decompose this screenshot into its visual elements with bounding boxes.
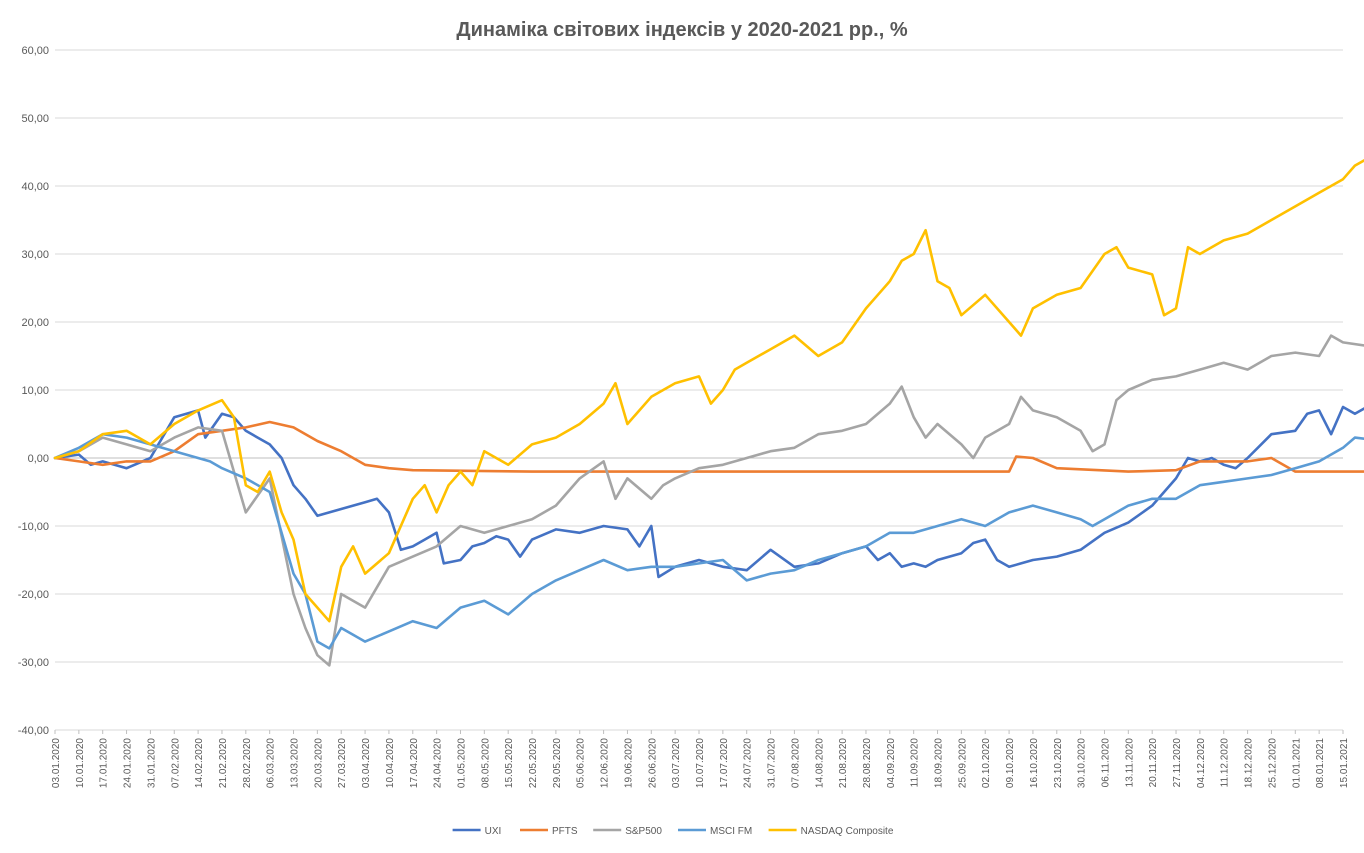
x-tick-label: 06.03.2020: [266, 738, 277, 788]
x-tick-label: 16.10.2020: [1029, 738, 1040, 788]
x-tick-label: 05.06.2020: [576, 738, 587, 788]
x-tick-label: 20.03.2020: [313, 738, 324, 788]
y-tick-label: -10,00: [18, 521, 49, 533]
x-tick-label: 03.07.2020: [671, 738, 682, 788]
x-tick-label: 25.09.2020: [957, 738, 968, 788]
x-tick-label: 31.07.2020: [767, 738, 778, 788]
y-tick-label: -20,00: [18, 589, 49, 601]
x-tick-label: 17.07.2020: [719, 738, 730, 788]
x-tick-label: 15.05.2020: [504, 738, 515, 788]
x-tick-label: 13.03.2020: [290, 738, 301, 788]
x-tick-label: 19.06.2020: [623, 738, 634, 788]
x-tick-label: 10.04.2020: [385, 738, 396, 788]
x-tick-label: 28.08.2020: [862, 738, 873, 788]
y-axis: -40,00 -30,00 -20,00 -10,00 0,00 10,00 20,00 30…: [18, 45, 49, 737]
x-tick-label: 08.05.2020: [480, 738, 491, 788]
x-tick-label: 31.01.2020: [146, 738, 157, 788]
x-tick-label: 13.11.2020: [1124, 738, 1135, 788]
y-tick-label: 50,00: [21, 113, 49, 125]
x-tick-label: 17.01.2020: [99, 738, 110, 788]
series-line-nasdaq-composite: [53, 158, 1364, 623]
x-tick-label: 28.02.2020: [242, 738, 253, 788]
x-tick-label: 26.06.2020: [647, 738, 658, 788]
x-tick-label: 07.08.2020: [790, 738, 801, 788]
legend-label: MSCI FM: [710, 826, 752, 837]
legend-label: UXI: [485, 826, 502, 837]
x-tick-label: 18.09.2020: [934, 738, 945, 788]
x-tick-label: 24.07.2020: [743, 738, 754, 788]
x-tick-label: 14.02.2020: [194, 738, 205, 788]
x-tick-label: 11.09.2020: [910, 738, 921, 788]
y-tick-label: 10,00: [21, 385, 49, 397]
y-tick-label: -40,00: [18, 725, 49, 737]
x-tick-label: 14.08.2020: [814, 738, 825, 788]
y-tick-label: 40,00: [21, 181, 49, 193]
x-tick-label: 09.10.2020: [1005, 738, 1016, 788]
y-tick-label: -30,00: [18, 657, 49, 669]
series-line-uxi: [53, 405, 1364, 579]
x-tick-label: 17.04.2020: [409, 738, 420, 788]
x-tick-label: 24.04.2020: [433, 738, 444, 788]
x-tick-label: 10.07.2020: [695, 738, 706, 788]
legend-label: NASDAQ Composite: [801, 826, 894, 837]
x-tick-label: 27.11.2020: [1172, 738, 1183, 788]
x-tick-label: 18.12.2020: [1244, 738, 1255, 788]
chart-title: Динаміка світових індексів у 2020-2021 р…: [456, 19, 907, 41]
x-tick-label: 04.09.2020: [886, 738, 897, 788]
series-line-msci-fm: [53, 432, 1364, 650]
legend: UXI PFTS S&P500 MSCI FM NASDAQ Composite: [452, 826, 894, 837]
x-tick-label: 08.01.2021: [1315, 738, 1326, 788]
grid: [55, 49, 1343, 731]
x-tick-label: 11.12.2020: [1220, 738, 1231, 788]
x-axis: 03.01.2020 10.01.2020 17.01.2020 24.01.2020…: [51, 730, 1350, 788]
x-tick-label: 20.11.2020: [1148, 738, 1159, 788]
x-tick-label: 22.05.2020: [528, 738, 539, 788]
x-tick-label: 07.02.2020: [170, 738, 181, 788]
x-tick-label: 04.12.2020: [1196, 738, 1207, 788]
x-tick-label: 03.04.2020: [361, 738, 372, 788]
x-tick-label: 23.10.2020: [1053, 738, 1064, 788]
y-tick-label: 0,00: [28, 453, 49, 465]
x-tick-label: 24.01.2020: [123, 738, 134, 788]
x-tick-label: 30.10.2020: [1077, 738, 1088, 788]
x-tick-label: 12.06.2020: [600, 738, 611, 788]
series-line-s-p500: [53, 334, 1364, 667]
y-tick-label: 20,00: [21, 317, 49, 329]
x-tick-label: 27.03.2020: [337, 738, 348, 788]
series-line-pfts: [53, 420, 1364, 473]
x-tick-label: 29.05.2020: [552, 738, 563, 788]
y-tick-label: 30,00: [21, 249, 49, 261]
x-tick-label: 10.01.2020: [75, 738, 86, 788]
x-tick-label: 03.01.2020: [51, 738, 62, 788]
y-tick-label: 60,00: [21, 45, 49, 57]
x-tick-label: 06.11.2020: [1100, 738, 1111, 788]
x-tick-label: 01.05.2020: [456, 738, 467, 788]
x-tick-label: 01.01.2021: [1291, 738, 1302, 788]
x-tick-label: 15.01.2021: [1339, 738, 1350, 788]
x-tick-label: 21.02.2020: [218, 738, 229, 788]
x-tick-label: 21.08.2020: [838, 738, 849, 788]
legend-label: PFTS: [552, 826, 578, 837]
series-lines: [53, 158, 1364, 667]
x-tick-label: 02.10.2020: [981, 738, 992, 788]
x-tick-label: 25.12.2020: [1267, 738, 1278, 788]
legend-label: S&P500: [625, 826, 662, 837]
